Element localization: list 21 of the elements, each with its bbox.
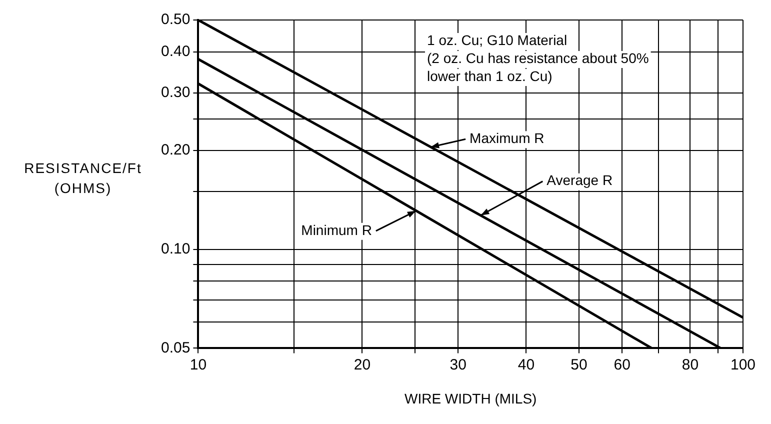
annotation: Average R (546, 172, 613, 188)
x-tick-label: 60 (614, 356, 630, 374)
y-tick-label: 0.20 (160, 142, 190, 159)
annotation: 1 oz. Cu; G10 Material (427, 32, 568, 48)
x-tick-label: 10 (190, 356, 207, 374)
annotation: Maximum R (470, 130, 544, 146)
annotation: Minimum R (301, 222, 372, 238)
x-tick-label: 40 (518, 356, 535, 374)
x-tick-label: 100 (730, 356, 756, 374)
annotation: (2 oz. Cu has resistance about 50% lower than 1 oz. Cu) (427, 50, 649, 84)
y-tick-label: 0.05 (160, 339, 190, 356)
y-tick-label: 0.40 (160, 42, 190, 60)
x-tick-label: 30 (450, 356, 466, 374)
y-tick-label: 0.30 (160, 84, 190, 101)
y-tick-label: 0.10 (160, 240, 190, 258)
x-tick-label: 50 (570, 356, 588, 374)
y-axis-title: RESISTANCE/Ft (OHMS) (23, 159, 143, 198)
x-tick-label: 20 (354, 356, 371, 374)
x-axis-title: WIRE WIDTH (MILS) (404, 390, 537, 406)
y-tick-label: 0.50 (160, 11, 190, 28)
x-tick-label: 80 (682, 356, 699, 374)
